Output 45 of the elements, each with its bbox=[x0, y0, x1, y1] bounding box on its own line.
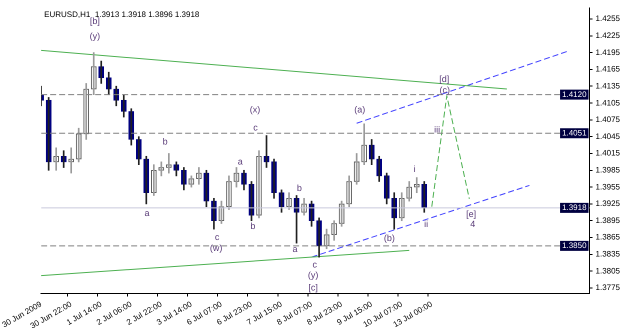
y-tick-label: 1.4165 bbox=[596, 64, 621, 74]
annotation: (x) bbox=[250, 104, 260, 114]
annotation: [c] bbox=[308, 282, 318, 293]
annotation: (w) bbox=[210, 242, 222, 253]
annotation: iii bbox=[434, 124, 440, 135]
annotation: [b] bbox=[90, 16, 100, 26]
y-tick-label: 1.4225 bbox=[596, 31, 621, 40]
annotation: (y) bbox=[308, 270, 318, 280]
annotation: c bbox=[253, 122, 258, 133]
annotation: c bbox=[214, 232, 220, 242]
annotation: [e] bbox=[466, 208, 476, 219]
y-tick-label: 1.3805 bbox=[596, 266, 621, 276]
ref-line-label: 1.4120 bbox=[562, 90, 588, 99]
y-tick-label: 1.4195 bbox=[596, 48, 621, 57]
y-tick-label: 1.4045 bbox=[596, 132, 621, 141]
annotation: ii bbox=[424, 219, 428, 230]
y-tick-label: 1.3775 bbox=[596, 283, 621, 292]
y-tick-label: 1.4075 bbox=[596, 115, 621, 124]
annotation: a bbox=[238, 156, 243, 167]
ref-line-label: 1.3850 bbox=[562, 241, 588, 250]
y-tick-label: 1.3895 bbox=[596, 216, 621, 225]
ref-line-label: 1.4051 bbox=[562, 128, 588, 138]
annotation: b bbox=[296, 183, 302, 194]
annotation: a bbox=[144, 208, 150, 218]
annotation: (b) bbox=[384, 232, 395, 243]
y-tick-label: 1.4105 bbox=[596, 98, 621, 108]
annotation: [d] bbox=[439, 74, 450, 84]
y-tick-label: 1.3985 bbox=[596, 165, 621, 174]
annotation: c bbox=[312, 259, 318, 270]
annotation: b bbox=[162, 136, 168, 146]
annotation: (c) bbox=[440, 84, 450, 95]
y-tick-label: 1.3925 bbox=[596, 199, 621, 208]
y-tick-label: 1.3865 bbox=[596, 232, 621, 242]
annotation: (y) bbox=[90, 30, 100, 41]
ref-line-label: 1.3918 bbox=[562, 203, 588, 212]
y-tick-label: 1.4255 bbox=[596, 14, 621, 24]
y-tick-label: 1.3955 bbox=[596, 182, 621, 192]
annotation: (a) bbox=[354, 104, 366, 114]
y-tick-label: 1.4015 bbox=[596, 148, 621, 158]
annotation: a bbox=[292, 244, 298, 254]
annotation: i bbox=[414, 164, 416, 174]
y-tick-label: 1.3835 bbox=[596, 250, 621, 259]
y-tick-label: 1.4135 bbox=[596, 81, 621, 90]
annotation: 4 bbox=[470, 219, 476, 230]
annotation: b bbox=[250, 220, 256, 231]
